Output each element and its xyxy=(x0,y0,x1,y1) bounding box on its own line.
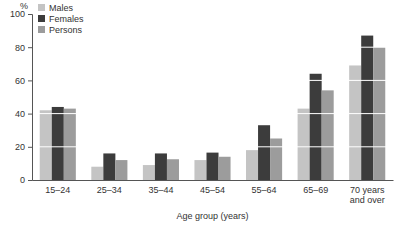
bar xyxy=(219,157,231,180)
legend-swatch xyxy=(38,4,45,11)
chart-svg: 02040608010015–2425–3435–4445–5455–6465–… xyxy=(0,0,397,227)
bar xyxy=(349,65,361,180)
x-tick: 70 yearsand over xyxy=(350,180,385,205)
plot: 02040608010015–2425–3435–4445–5455–6465–… xyxy=(10,9,394,205)
x-tick-label: 65–69 xyxy=(303,185,328,195)
grid-line xyxy=(32,113,393,114)
legend-item: Persons xyxy=(38,25,83,35)
y-tick: 20 xyxy=(15,142,32,152)
y-tick-mark xyxy=(28,114,32,115)
y-tick-mark xyxy=(28,80,32,81)
y-tick-label: 60 xyxy=(15,76,25,86)
y-tick-mark xyxy=(28,147,32,148)
bar xyxy=(322,90,334,180)
y-tick-label: 40 xyxy=(15,109,25,119)
y-tick: 0 xyxy=(20,175,32,185)
bar xyxy=(270,139,282,181)
grid-line xyxy=(32,47,393,48)
y-tick-mark xyxy=(28,180,32,181)
y-tick: 80 xyxy=(15,43,32,53)
bar xyxy=(310,74,322,180)
bar xyxy=(52,107,64,180)
x-tick-label: 70 yearsand over xyxy=(350,185,385,205)
x-tick-label: 15–24 xyxy=(45,185,70,195)
x-tick: 45–54 xyxy=(200,180,225,195)
bar xyxy=(167,159,179,180)
x-axis-line xyxy=(33,180,394,181)
x-tick-label: 45–54 xyxy=(200,185,225,195)
x-tick: 35–44 xyxy=(148,180,173,195)
bar xyxy=(298,109,310,180)
bar xyxy=(246,150,258,180)
x-tick: 55–64 xyxy=(252,180,277,195)
bar xyxy=(91,167,103,180)
legend-label: Persons xyxy=(49,25,83,35)
legend-label: Females xyxy=(49,14,84,24)
x-tick: 25–34 xyxy=(97,180,122,195)
grid xyxy=(32,14,393,147)
y-axis-title: % xyxy=(20,1,28,11)
bar xyxy=(103,153,115,180)
bar xyxy=(40,110,52,180)
y-tick-mark xyxy=(28,14,32,15)
bar xyxy=(143,165,155,180)
y-axis: 020406080100 xyxy=(10,9,33,185)
bar xyxy=(115,160,127,180)
legend-item: Females xyxy=(38,14,84,24)
legend-swatch xyxy=(38,26,45,33)
x-tick: 65–69 xyxy=(303,180,328,195)
grid-line xyxy=(32,80,393,81)
x-tick-label: 35–44 xyxy=(148,185,173,195)
bar xyxy=(258,125,270,180)
y-tick-label: 0 xyxy=(20,175,25,185)
y-tick: 40 xyxy=(15,109,32,119)
y-tick: 60 xyxy=(15,76,32,86)
x-tick-label: 55–64 xyxy=(252,185,277,195)
legend-item: Males xyxy=(38,3,74,13)
grid-line xyxy=(32,14,393,15)
legend: MalesFemalesPersons xyxy=(38,3,84,35)
x-tick: 15–24 xyxy=(45,180,70,195)
chart-container: 02040608010015–2425–3435–4445–5455–6465–… xyxy=(0,0,397,227)
grid-line xyxy=(32,146,393,147)
bar xyxy=(361,36,373,180)
bar xyxy=(155,153,167,180)
y-tick-mark xyxy=(28,47,32,48)
bar xyxy=(64,109,76,180)
y-tick-label: 20 xyxy=(15,142,25,152)
bar xyxy=(206,153,218,180)
x-tick-label: 25–34 xyxy=(97,185,122,195)
legend-label: Males xyxy=(49,3,74,13)
bar xyxy=(194,160,206,180)
y-axis-line xyxy=(28,15,33,181)
x-axis: 15–24 25–34 35–44 45–54 55–64 65–69 70 yearsan… xyxy=(33,180,394,205)
legend-swatch xyxy=(38,15,45,22)
bars xyxy=(40,36,386,180)
x-axis-title: Age group (years) xyxy=(176,211,248,221)
y-tick-label: 80 xyxy=(15,43,25,53)
